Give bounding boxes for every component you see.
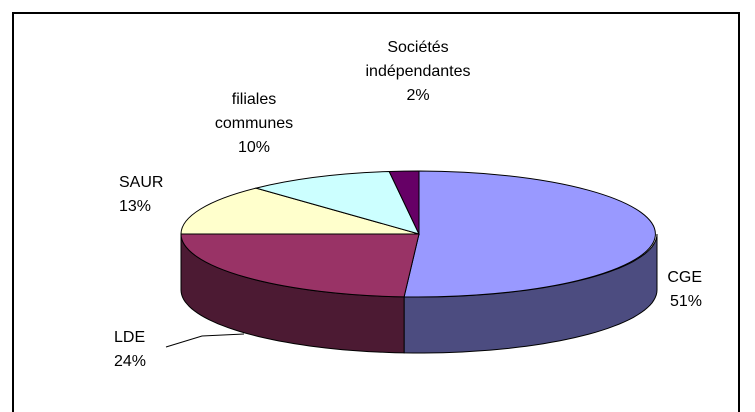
slice-label-line: LDE	[114, 329, 145, 346]
slice-label-line: indépendantes	[366, 63, 471, 80]
pie-slice-sociétés	[388, 170, 420, 235]
pie-slice-lde	[180, 233, 420, 298]
pie-slice-filiales	[254, 170, 420, 235]
slice-label-saur: SAUR 13%	[119, 174, 163, 215]
slice-label-line: filiales	[232, 91, 276, 108]
slice-label-filiales: filiales communes 10%	[215, 91, 293, 156]
slice-label-line: 51%	[670, 293, 702, 310]
chart-frame: CGE 51% LDE 24% SAUR 13% filiales communes 10% So…	[12, 12, 740, 412]
slice-label-line: 24%	[114, 353, 146, 370]
slice-label-line: 2%	[406, 87, 429, 104]
slice-label-cge: CGE 51%	[667, 269, 702, 310]
slice-label-line: communes	[215, 115, 293, 132]
pie-chart: CGE 51% LDE 24% SAUR 13% filiales communes 10% So…	[114, 39, 702, 370]
pie-slice-saur	[180, 187, 420, 235]
leader-line-lde	[165, 333, 245, 348]
slice-label-lde: LDE 24%	[114, 329, 146, 370]
slice-label-sociétés: Sociétés indépendantes 2%	[366, 39, 471, 104]
slice-label-line: 13%	[119, 198, 151, 215]
slice-label-line: Sociétés	[387, 39, 448, 56]
pie-slice-cge	[403, 170, 656, 298]
slice-label-line: CGE	[667, 269, 702, 286]
slice-label-line: 10%	[238, 139, 270, 156]
slice-label-line: SAUR	[119, 174, 163, 191]
